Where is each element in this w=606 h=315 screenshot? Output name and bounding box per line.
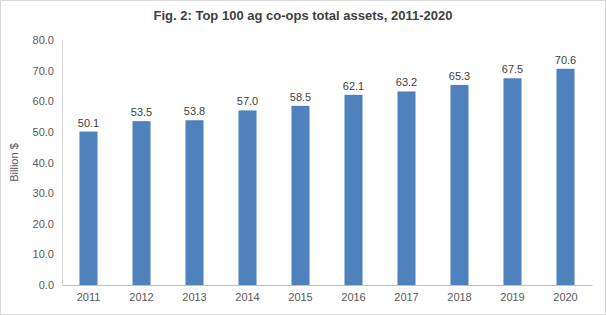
y-tick: 10.0 (33, 248, 62, 260)
bar (556, 69, 574, 285)
plot-area: 0.010.020.030.040.050.060.070.080.020112… (33, 34, 593, 303)
bar (185, 120, 203, 285)
x-tick: 2020 (553, 285, 577, 303)
data-label: 58.5 (290, 91, 311, 103)
bar (450, 85, 468, 285)
y-tick: 30.0 (33, 187, 62, 199)
x-tick: 2015 (288, 285, 312, 303)
x-tick-label: 2012 (129, 291, 153, 303)
bar (132, 121, 150, 285)
y-tick-label: 70.0 (33, 65, 54, 77)
x-axis: 2011 2012 2013 2014 2015 2016 2017 2018 2019 2020 (63, 285, 593, 303)
y-axis: 0.0 10.0 20.0 30.0 40.0 50.0 60.0 70.0 80.0 (33, 34, 63, 291)
x-tick-label: 2013 (182, 291, 206, 303)
x-tick-label: 2016 (341, 291, 365, 303)
bar (397, 91, 415, 285)
data-label: 70.6 (555, 54, 576, 66)
y-tick: 50.0 (33, 126, 62, 138)
y-tick-label: 80.0 (33, 34, 54, 46)
data-label: 62.1 (343, 80, 364, 92)
y-tick-label: 30.0 (33, 187, 54, 199)
y-axis-line (62, 41, 63, 286)
data-label: 57.0 (237, 95, 258, 107)
x-tick: 2018 (447, 285, 471, 303)
data-label: 63.2 (396, 76, 417, 88)
x-tick: 2013 (182, 285, 206, 303)
data-label: 65.3 (449, 70, 470, 82)
y-tick: 80.0 (33, 34, 62, 46)
data-label: 50.1 (78, 117, 99, 129)
x-tick-label: 2014 (235, 291, 259, 303)
bars (79, 69, 574, 285)
x-tick-label: 2011 (77, 291, 101, 303)
y-tick-label: 0.0 (39, 279, 54, 291)
y-tick: 70.0 (33, 65, 62, 77)
y-tick-label: 40.0 (33, 157, 54, 169)
y-tick-label: 60.0 (33, 95, 54, 107)
y-tick-label: 50.0 (33, 126, 54, 138)
x-axis-line (63, 285, 593, 286)
x-tick-label: 2018 (447, 291, 471, 303)
x-tick: 2017 (394, 285, 418, 303)
y-tick: 0.0 (39, 279, 62, 291)
y-tick: 40.0 (33, 157, 62, 169)
bar (344, 95, 362, 285)
y-tick: 60.0 (33, 95, 62, 107)
bar (79, 132, 97, 285)
chart-frame (1, 1, 606, 315)
chart: 0.010.020.030.040.050.060.070.080.020112… (0, 0, 606, 315)
y-tick-label: 20.0 (33, 218, 54, 230)
data-label: 53.5 (131, 106, 152, 118)
x-tick: 2014 (235, 285, 259, 303)
x-tick-label: 2019 (500, 291, 524, 303)
title: Fig. 2: Top 100 ag co-ops total assets, … (154, 8, 453, 23)
bar (238, 110, 256, 285)
data-labels: 50.1 53.5 53.8 57.0 58.5 62.1 63.2 65.3 67.5 70.6 (78, 54, 576, 129)
x-tick-label: 2017 (394, 291, 418, 303)
x-tick: 2016 (341, 285, 365, 303)
x-tick-label: 2015 (288, 291, 312, 303)
data-label: 53.8 (184, 105, 205, 117)
x-tick-label: 2020 (553, 291, 577, 303)
data-label: 67.5 (502, 63, 523, 75)
x-tick: 2012 (129, 285, 153, 303)
x-tick: 2011 (77, 285, 101, 303)
bar (503, 78, 521, 285)
x-tick: 2019 (500, 285, 524, 303)
y-tick: 20.0 (33, 218, 62, 230)
y-tick-label: 10.0 (33, 248, 54, 260)
y-axis-title: Billion $ (8, 143, 20, 182)
bar (291, 106, 309, 285)
